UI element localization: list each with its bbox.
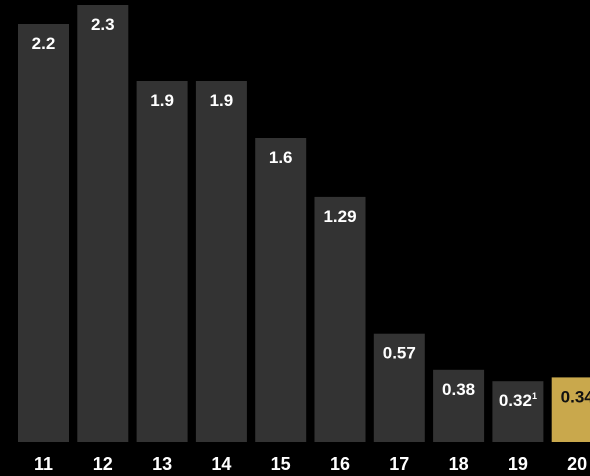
x-tick-label-14: 14 <box>211 454 231 474</box>
bar-value-label-18: 0.38 <box>442 380 475 399</box>
x-tick-label-12: 12 <box>93 454 113 474</box>
x-tick-label-19: 19 <box>508 454 528 474</box>
bar-value-label-17: 0.57 <box>383 344 416 363</box>
bar-19 <box>492 381 544 442</box>
x-tick-labels-group: 11 12 13 14 15 16 17 18 19 20 <box>34 454 587 474</box>
footnote-marker: 1 <box>532 391 537 401</box>
x-tick-label-20: 20 <box>567 454 587 474</box>
bar-value-label-16: 1.29 <box>323 207 356 226</box>
bar-17 <box>373 333 425 442</box>
x-tick-label-13: 13 <box>152 454 172 474</box>
bars-group <box>18 5 590 442</box>
bar-value-label-11: 2.2 <box>32 34 56 53</box>
bar-13 <box>136 81 188 442</box>
bar-14 <box>195 81 247 442</box>
bar-labels-group: 2.2 2.3 1.9 1.9 1.6 1.29 0.57 0.38 0.321 0.34 <box>32 15 590 410</box>
x-tick-label-11: 11 <box>34 454 53 474</box>
x-tick-label-16: 16 <box>330 454 350 474</box>
bar-value-label-13: 1.9 <box>150 91 174 110</box>
bar-value-label-12: 2.3 <box>91 15 115 34</box>
bar-12 <box>77 5 129 442</box>
bar-18 <box>433 369 485 442</box>
bar-20 <box>551 377 590 442</box>
bar-11 <box>18 24 69 442</box>
bar-15 <box>255 138 307 442</box>
bar-16 <box>314 196 366 442</box>
bar-value-label-19: 0.321 <box>499 391 537 410</box>
x-tick-label-18: 18 <box>449 454 469 474</box>
x-tick-label-15: 15 <box>271 454 291 474</box>
bar-value-label-15: 1.6 <box>269 148 293 167</box>
x-tick-label-17: 17 <box>389 454 409 474</box>
bar-value-label-14: 1.9 <box>210 91 234 110</box>
bar-value-label-20: 0.34 <box>561 387 590 406</box>
